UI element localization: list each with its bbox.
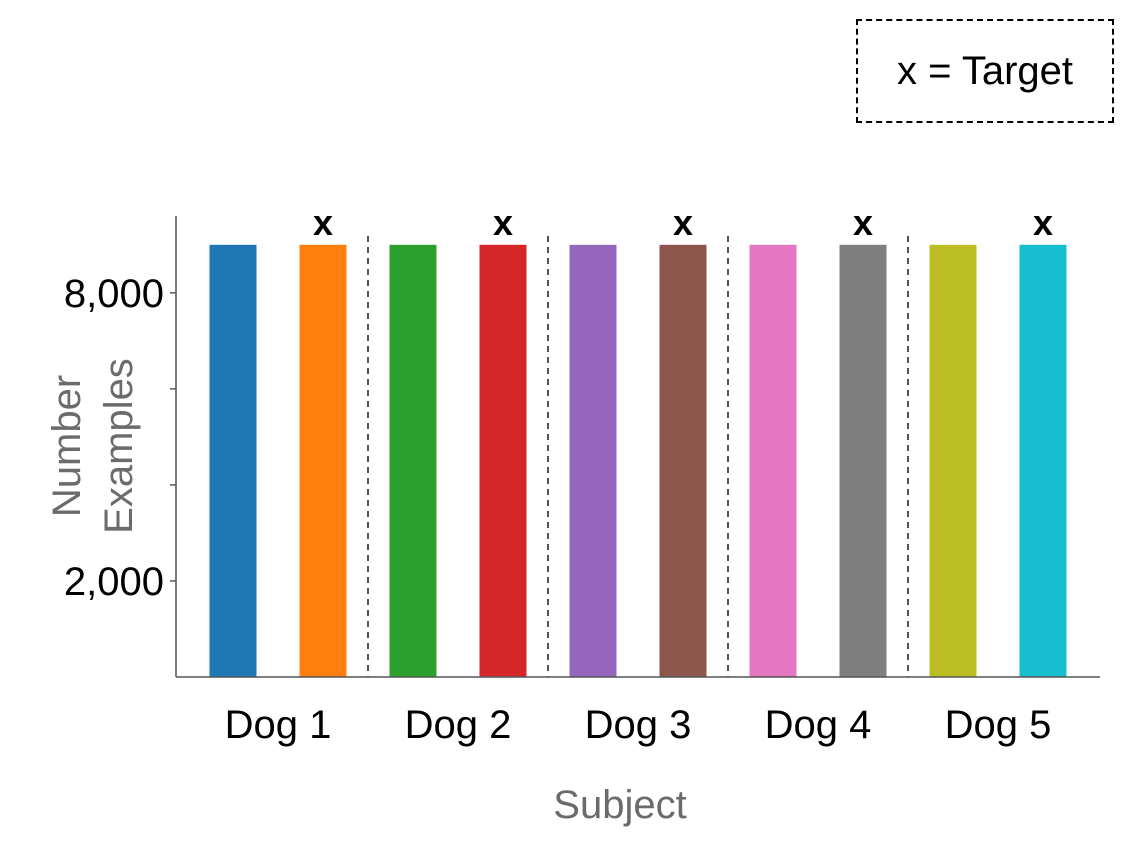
bar [659,244,707,677]
bar [749,244,797,677]
plot-area: 2,000 8,000 x Dog 1 x Dog 2 x Dog 3 x Dog 4 x Dog 5 [64,202,1067,747]
target-marker: x [313,202,333,243]
x-tick-label: Dog 3 [585,703,692,747]
x-tick-label: Dog 2 [405,703,512,747]
bar [569,244,617,677]
x-axis-label: Subject [553,783,686,827]
y-axis-label-line-2: Examples [97,358,141,534]
target-marker: x [853,202,873,243]
bar [929,244,977,677]
target-marker: x [1033,202,1053,243]
y-tick-label: 2,000 [64,560,164,604]
bar [839,244,887,677]
x-tick-label: Dog 1 [225,703,332,747]
bar [299,244,347,677]
y-axis-label: Number Examples [45,358,141,534]
legend-text: x = Target [896,48,1074,93]
bar [389,244,437,677]
bar [209,244,257,677]
bar [479,244,527,677]
x-tick-label: Dog 4 [765,703,872,747]
y-tick-label: 8,000 [64,272,164,316]
legend-box: x = Target [856,19,1114,123]
target-marker: x [673,202,693,243]
target-marker: x [493,202,513,243]
bar [1019,244,1067,677]
x-tick-label: Dog 5 [945,703,1052,747]
y-axis-label-line-1: Number [45,375,89,517]
